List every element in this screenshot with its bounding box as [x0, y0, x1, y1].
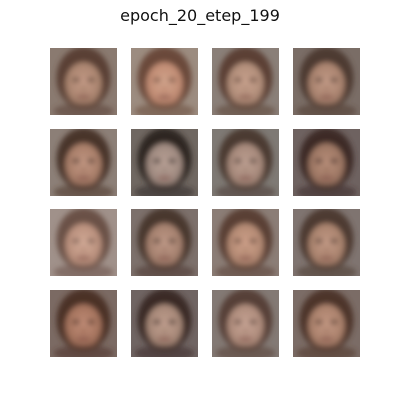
face-thumbnail [212, 289, 279, 357]
face-thumbnail [131, 128, 198, 196]
face-thumbnail [131, 209, 198, 276]
face-thumbnail [131, 48, 198, 115]
face-thumbnail [50, 128, 117, 196]
face-thumbnail [50, 289, 117, 357]
face-grid [50, 48, 360, 357]
face-thumbnail [293, 48, 360, 115]
face-thumbnail [293, 209, 360, 276]
figure-title: epoch_20_etep_199 [120, 6, 280, 25]
face-thumbnail [212, 48, 279, 115]
face-thumbnail [293, 128, 360, 196]
face-thumbnail [131, 289, 198, 357]
face-thumbnail [293, 289, 360, 357]
face-thumbnail [50, 48, 117, 115]
face-thumbnail [212, 128, 279, 196]
face-thumbnail [212, 209, 279, 276]
face-thumbnail [50, 209, 117, 276]
